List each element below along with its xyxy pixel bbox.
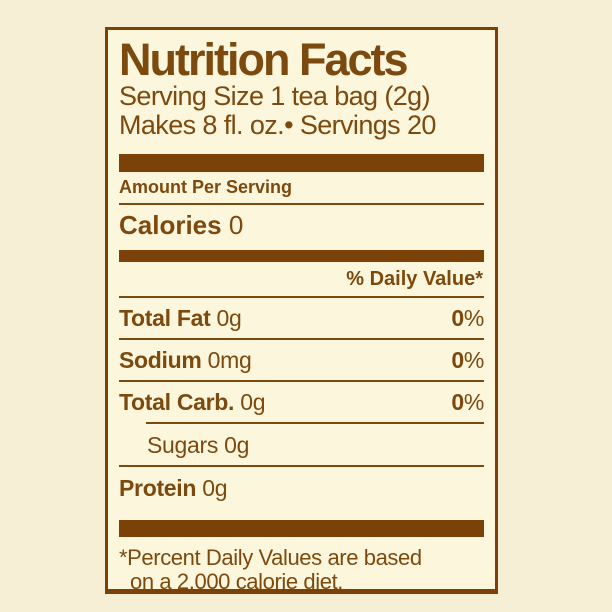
footnote-line-2: on a 2,000 calorie diet.: [130, 569, 343, 594]
nutrient-row-sodium: Sodium 0mg 0%: [119, 340, 484, 382]
amount-per-serving-label: Amount Per Serving: [119, 172, 484, 205]
nutrient-row-sugars: Sugars 0g: [119, 424, 484, 467]
nutrition-facts-label: Nutrition Facts Serving Size 1 tea bag (…: [105, 27, 498, 594]
calories-row: Calories 0: [119, 205, 484, 250]
nutrient-daily-value: 0%: [451, 305, 484, 331]
calories-value: 0: [228, 210, 244, 240]
footnote: *Percent Daily Values are based on a 2,0…: [119, 546, 484, 594]
nutrient-row-total-carb: Total Carb. 0g 0%: [119, 382, 484, 422]
label-title: Nutrition Facts: [119, 34, 409, 85]
separator-bar-thick-top: [119, 154, 484, 172]
nutrient-name-amount: Total Fat 0g: [119, 305, 242, 331]
calories-label: Calories: [119, 210, 222, 240]
footnote-line-1: *Percent Daily Values are based: [119, 545, 422, 570]
nutrient-name-amount: Sodium 0mg: [119, 347, 252, 373]
servings-line: Makes 8 fl. oz.• Servings 20: [119, 110, 436, 140]
serving-size-line: Serving Size 1 tea bag (2g): [119, 81, 431, 111]
nutrient-row-total-fat: Total Fat 0g 0%: [119, 298, 484, 340]
nutrient-daily-value: 0%: [451, 347, 484, 373]
separator-bar-medium: [119, 250, 484, 262]
nutrient-daily-value: 0%: [451, 389, 484, 415]
nutrient-row-protein: Protein 0g: [119, 475, 228, 501]
separator-bar-thick-bottom: [119, 520, 484, 537]
daily-value-header: % Daily Value*: [119, 262, 484, 298]
indented-divider: [146, 422, 484, 424]
nutrient-name-amount: Total Carb. 0g: [119, 389, 266, 415]
